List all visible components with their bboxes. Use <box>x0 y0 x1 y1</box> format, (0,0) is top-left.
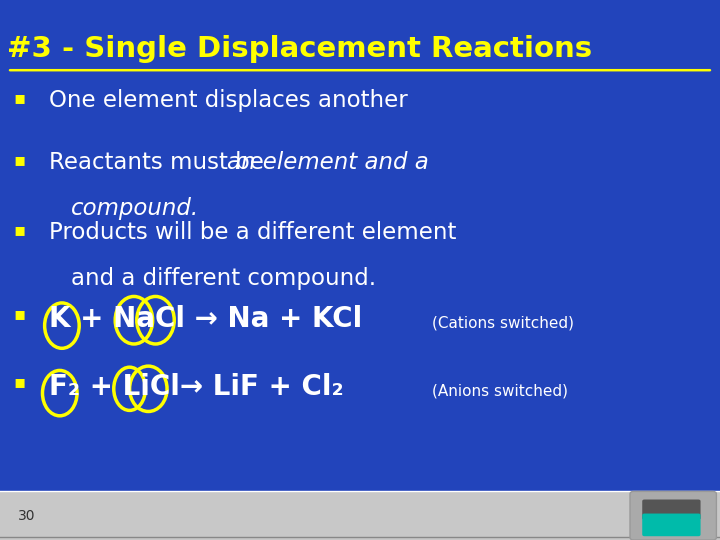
Text: compound.: compound. <box>71 197 199 220</box>
Text: One element displaces another: One element displaces another <box>49 89 408 112</box>
Text: ▪: ▪ <box>13 305 25 323</box>
Text: Reactants must be: Reactants must be <box>49 151 271 174</box>
Text: (Cations switched): (Cations switched) <box>432 316 574 331</box>
FancyBboxPatch shape <box>642 500 701 519</box>
Text: ▪: ▪ <box>13 221 25 239</box>
Text: F₂ + LiCl→ LiF + Cl₂: F₂ + LiCl→ LiF + Cl₂ <box>49 373 343 401</box>
Text: (Anions switched): (Anions switched) <box>432 383 568 399</box>
Text: #3 - Single Displacement Reactions: #3 - Single Displacement Reactions <box>7 35 593 63</box>
FancyBboxPatch shape <box>0 491 720 540</box>
Text: ▪: ▪ <box>13 89 25 107</box>
Text: ▪: ▪ <box>13 151 25 169</box>
Text: 30: 30 <box>18 509 35 523</box>
Text: ▪: ▪ <box>13 373 25 390</box>
Text: Products will be a different element: Products will be a different element <box>49 221 456 245</box>
Text: and a different compound.: and a different compound. <box>71 267 376 291</box>
Text: an element and a: an element and a <box>227 151 428 174</box>
Text: K + NaCl → Na + KCl: K + NaCl → Na + KCl <box>49 305 362 333</box>
FancyBboxPatch shape <box>642 514 701 536</box>
FancyBboxPatch shape <box>630 491 716 540</box>
